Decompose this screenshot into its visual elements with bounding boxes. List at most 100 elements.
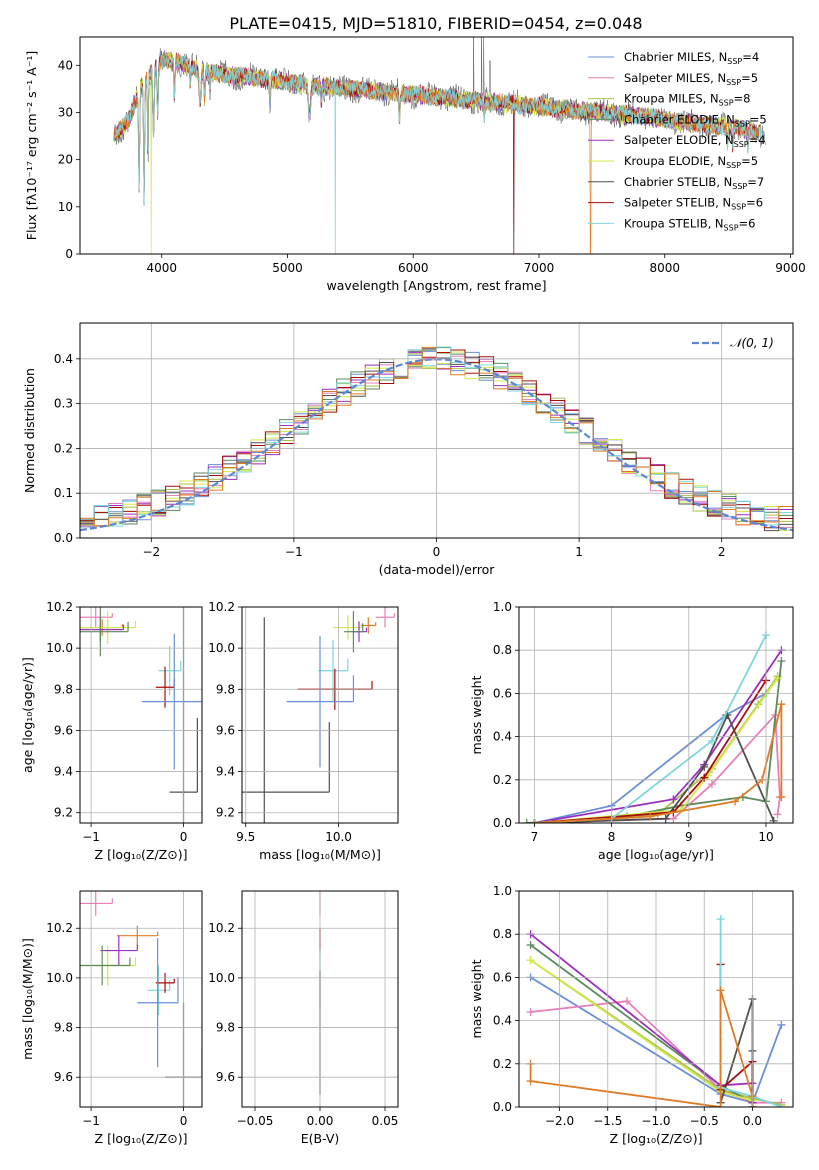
x-axis-label: E(B-V) [301,1131,340,1146]
mass-weight-marker [716,915,725,924]
y-tick-label: 10.2 [208,921,235,935]
y-tick-label: 0.0 [493,1100,512,1114]
errorbar-point [116,925,159,946]
axes-frame [79,890,203,1108]
x-axis-label: age [log₁₀(age/yr)] [598,847,714,862]
y-tick-label: 1.0 [493,600,512,614]
y-tick-label: 0.4 [493,730,512,744]
x-tick-label: −0.5 [690,1114,719,1128]
y-tick-label: 9.6 [54,723,73,737]
y-axis-label: mass weight [469,675,484,754]
x-tick-label: −2.0 [545,1114,574,1128]
y-tick-label: 9.2 [54,806,73,820]
y-tick-label: 0.4 [493,1014,512,1028]
mass-weight-marker [777,1103,786,1107]
mass-weight-marker [526,1077,535,1086]
legend-entry: Salpeter ELODIE, NSSP=4 [624,133,766,149]
legend-entry: Chabrier STELIB, NSSP=7 [624,175,764,191]
x-tick-label: 4000 [146,261,177,275]
x-tick-label: 8 [608,830,616,844]
x-tick-label: −1.0 [641,1114,670,1128]
y-tick-label: 0.3 [54,397,73,411]
x-tick-label: −1 [82,1114,100,1128]
errorbar-point [155,972,175,993]
y-tick-label: 0.8 [493,643,512,657]
mass-weight-marker [646,812,655,821]
x-tick-label: −1 [285,545,303,559]
errorbar-point [242,617,330,823]
errorbar-point [80,945,131,986]
legend-entry: Salpeter MILES, NSSP=5 [624,71,758,87]
y-tick-label: 9.8 [216,1021,235,1035]
mass-weight-marker [661,814,670,823]
legend-entry: Kroupa MILES, NSSP=8 [624,92,750,108]
legend-entry: Chabrier MILES, NSSP=4 [624,50,759,66]
y-tick-label: 9.6 [54,1070,73,1084]
errorbar-point [147,965,171,1016]
mass-weight-marker [773,674,782,683]
mass-weight-marker [777,700,786,709]
x-axis-label: Z [log₁₀(Z/Z⊙)] [95,847,188,862]
y-axis-label: mass [log₁₀(M/M⊙)] [20,938,35,1060]
x-tick-label: 2 [718,545,726,559]
x-tick-label: −1.5 [593,1114,622,1128]
panel-mass_vs_ebv: −0.05 0.00 0.05 9.6 9.8 10.0 10.2 E(B-V) [208,890,399,1146]
mass-weight-marker [769,816,778,823]
y-tick-label: 10.0 [46,641,73,655]
y-axis-label: age [log₁₀(age/yr)] [20,657,35,773]
x-tick-label: 1 [575,545,583,559]
y-tick-label: 0 [65,247,73,261]
mass-weight-marker [707,736,716,745]
errorbar-point [344,611,364,653]
y-tick-label: 9.6 [216,1070,235,1084]
errorbar-point [80,607,113,628]
mass-weight-marker [773,810,782,819]
axes-frame [241,890,399,1108]
axes-frame [518,890,794,1108]
x-tick-label: 10 [758,830,773,844]
x-axis-label: Z [log₁₀(Z/Z⊙)] [610,1131,703,1146]
mass-weight-marker [669,795,678,804]
y-tick-label: 10.0 [46,971,73,985]
legend-entry: Salpeter STELIB, NSSP=6 [624,196,763,212]
x-tick-label: 10.0 [325,830,352,844]
mass-weight-marker [716,1103,725,1107]
x-axis-label: (data-model)/error [379,562,496,577]
x-tick-label: −2 [142,545,160,559]
y-tick-label: 0.1 [54,486,73,500]
y-tick-label: 0.2 [493,773,512,787]
plot-area-spectrum [113,37,766,254]
y-tick-label: 10.2 [46,921,73,935]
y-tick-label: 9.2 [216,806,235,820]
axes-frame [79,36,794,255]
mass-weight-marker [716,986,725,995]
errorbar-point [80,611,137,645]
mass-weight-marker [522,819,531,823]
errorbar-point [360,617,377,634]
y-axis-label: mass weight [469,959,484,1038]
x-tick-label: 0 [433,545,441,559]
y-tick-label: 20 [58,153,73,167]
x-tick-label: 0 [180,830,188,844]
x-tick-label: 7000 [524,261,555,275]
errorbar-point [100,935,138,966]
x-tick-label: 0.00 [307,1114,334,1128]
panel-massweight_vs_age: 7 8 9 10 0.0 0.2 0.4 0.6 0.8 1.0 age [log₁₀(age/yr… [469,600,794,862]
x-tick-label: 7 [531,830,539,844]
panel-age_vs_Z: −1 0 9.2 9.4 9.6 9.8 10.0 10.2 Z [log₁₀(Z/Z⊙)] ag… [20,600,203,862]
x-tick-label: 5000 [272,261,303,275]
errorbar-point [141,633,202,770]
y-tick-label: 30 [58,105,73,119]
mass-weight-marker [623,997,632,1006]
mass-weight-marker [777,1020,786,1029]
legend-entry: Kroupa STELIB, NSSP=6 [624,216,755,232]
x-tick-label: −1 [82,830,100,844]
legend-entry: 𝒩(0, 1) [730,336,774,350]
mass-weight-marker [777,793,786,802]
mass-weight-series-9 [534,703,783,823]
y-tick-label: 0.4 [54,352,73,366]
x-tick-label: 9 [685,830,693,844]
y-tick-label: 10.2 [208,600,235,614]
x-tick-label: 0.0 [743,1114,762,1128]
